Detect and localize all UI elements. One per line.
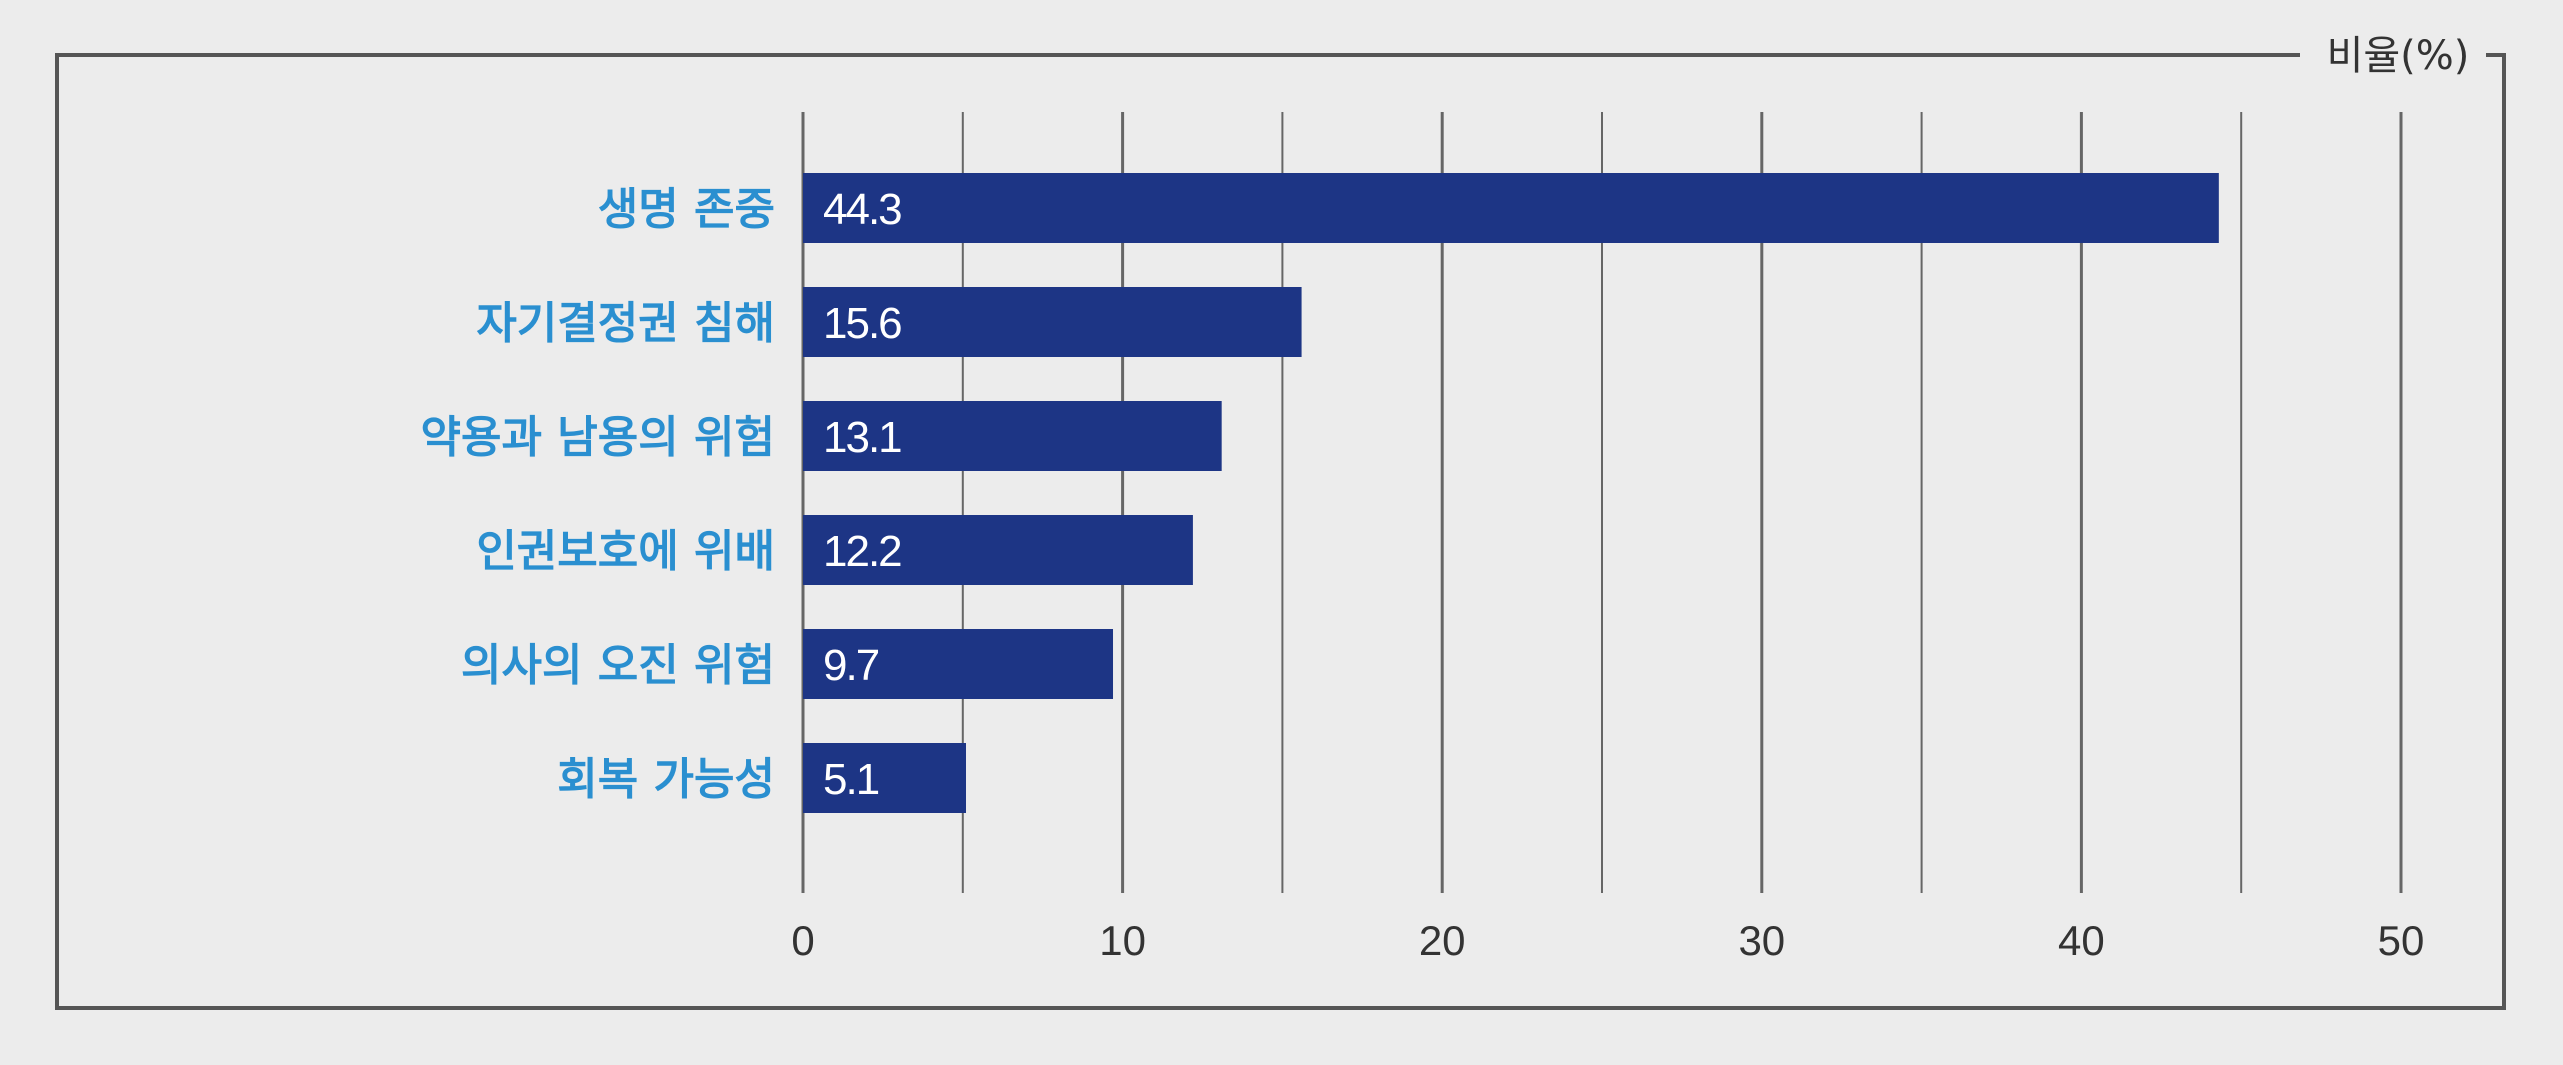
bar bbox=[803, 743, 966, 813]
x-tick-label: 0 bbox=[791, 917, 814, 964]
bar bbox=[803, 287, 1302, 357]
unit-label-background bbox=[2300, 25, 2486, 85]
x-tick-label: 30 bbox=[1738, 917, 1785, 964]
category-label: 인권보호에 위배 bbox=[476, 526, 775, 577]
category-label: 의사의 오진 위험 bbox=[461, 640, 775, 691]
value-label: 44.3 bbox=[823, 185, 901, 234]
category-label: 약용과 남용의 위험 bbox=[421, 412, 775, 463]
bar bbox=[803, 401, 1222, 471]
value-label: 13.1 bbox=[823, 413, 901, 462]
category-label: 생명 존중 bbox=[598, 184, 775, 235]
category-label: 자기결정권 침해 bbox=[476, 298, 775, 349]
bars bbox=[803, 173, 2219, 813]
chart-frame bbox=[55, 53, 2506, 1010]
value-label: 12.2 bbox=[823, 527, 901, 576]
bar bbox=[803, 515, 1193, 585]
bar bbox=[803, 173, 2219, 243]
value-label: 15.6 bbox=[823, 299, 901, 348]
value-labels: 44.3 15.6 13.1 12.2 9.7 5.1 bbox=[823, 185, 903, 804]
unit-label: 비율(%) bbox=[2327, 33, 2470, 79]
value-label: 9.7 bbox=[823, 641, 879, 690]
x-tick-label: 10 bbox=[1099, 917, 1146, 964]
x-tick-label: 50 bbox=[2378, 917, 2425, 964]
value-label: 5.1 bbox=[823, 755, 879, 804]
category-label: 회복 가능성 bbox=[557, 754, 775, 805]
x-tick-label: 20 bbox=[1419, 917, 1466, 964]
bar bbox=[803, 629, 1114, 699]
x-tick-label: 40 bbox=[2058, 917, 2105, 964]
x-axis-ticks: 0 10 20 30 40 50 bbox=[791, 917, 2424, 964]
